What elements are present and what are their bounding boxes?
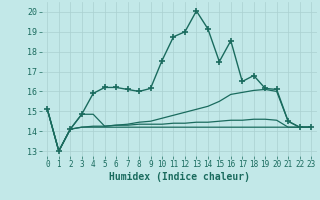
X-axis label: Humidex (Indice chaleur): Humidex (Indice chaleur) [109,172,250,182]
